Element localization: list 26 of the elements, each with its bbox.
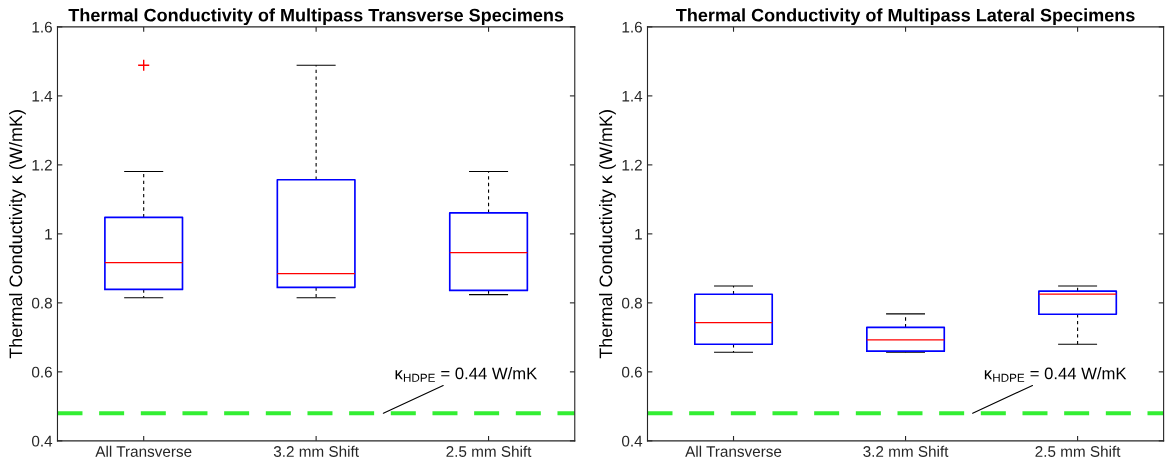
x-tick-label: 2.5 mm Shift	[446, 445, 532, 457]
y-tick-label: 1.2	[622, 159, 642, 171]
y-tick-label: 0.6	[31, 366, 52, 378]
x-tick-label: 3.2 mm Shift	[863, 445, 949, 457]
y-tick-label: 1.4	[622, 90, 643, 102]
y-tick-label: 1	[635, 228, 642, 240]
y-tick-label: 0.4	[622, 435, 643, 447]
y-axis-title: Thermal Conductivity κ (W/mK)	[8, 110, 26, 359]
y-tick-label: 0.6	[622, 366, 642, 378]
annotation: κ$_{HDPE}$ = 0.44 W/mK	[395, 367, 538, 382]
y-tick-label: 1	[45, 228, 52, 240]
y-tick-label: 1.2	[32, 159, 52, 171]
x-tick-label: All Transverse	[95, 445, 192, 457]
y-tick-label: 0.8	[622, 297, 642, 309]
x-tick-label: All Transverse	[685, 445, 782, 457]
y-tick-label: 0.4	[31, 435, 53, 447]
annotation: κ$_{HDPE}$ = 0.44 W/mK	[984, 367, 1127, 382]
x-tick-label: 3.2 mm Shift	[273, 445, 359, 457]
chart-title: Thermal Conductivity of Multipass Transverse Specimens	[68, 8, 564, 26]
y-tick-label: 1.4	[32, 90, 53, 102]
x-tick-label: 2.5 mm Shift	[1035, 445, 1121, 457]
chart-title: Thermal Conductivity of Multipass Lateral Specimens	[676, 8, 1135, 26]
y-axis-title: Thermal Conductivity κ (W/mK)	[599, 110, 616, 359]
y-tick-label: 1.6	[622, 21, 642, 33]
y-tick-label: 0.8	[31, 297, 52, 309]
y-tick-label: 1.6	[32, 21, 52, 33]
